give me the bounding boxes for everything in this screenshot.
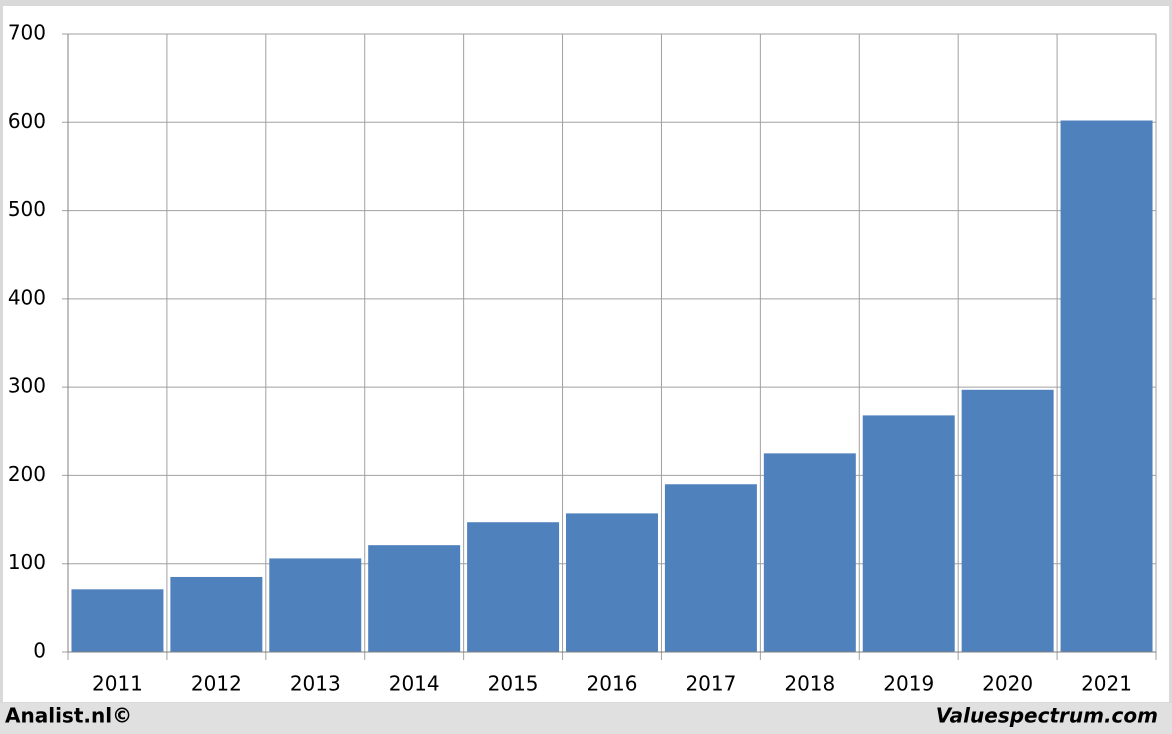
y-tick-label: 400 — [8, 285, 46, 309]
y-tick-label: 300 — [8, 374, 46, 398]
bar — [368, 545, 461, 652]
x-tick-label: 2011 — [92, 672, 143, 696]
y-tick-label: 600 — [8, 109, 46, 133]
bar — [467, 522, 560, 652]
x-tick-label: 2015 — [488, 672, 539, 696]
bar — [862, 415, 955, 652]
footer-left: Analist.nl© — [5, 704, 132, 728]
y-tick-label: 100 — [8, 550, 46, 574]
bar — [664, 484, 757, 652]
bar — [1060, 120, 1153, 652]
x-tick-label: 2013 — [290, 672, 341, 696]
bar — [71, 589, 164, 652]
x-tick-label: 2018 — [784, 672, 835, 696]
bar — [961, 389, 1054, 652]
x-tick-label: 2020 — [982, 672, 1033, 696]
bar — [763, 453, 856, 652]
x-tick-label: 2017 — [685, 672, 736, 696]
x-tick-label: 2014 — [389, 672, 440, 696]
y-tick-label: 200 — [8, 462, 46, 486]
bar — [566, 513, 658, 652]
y-tick-label: 700 — [8, 21, 46, 45]
y-tick-label: 0 — [33, 639, 46, 663]
x-tick-label: 2012 — [191, 672, 242, 696]
x-tick-label: 2016 — [587, 672, 638, 696]
y-tick-label: 500 — [8, 197, 46, 221]
footer-right: Valuespectrum.com — [936, 704, 1158, 728]
bar — [170, 576, 263, 652]
footer-band — [0, 703, 1172, 734]
x-tick-label: 2019 — [883, 672, 934, 696]
bar — [269, 558, 362, 652]
x-tick-label: 2021 — [1081, 672, 1132, 696]
